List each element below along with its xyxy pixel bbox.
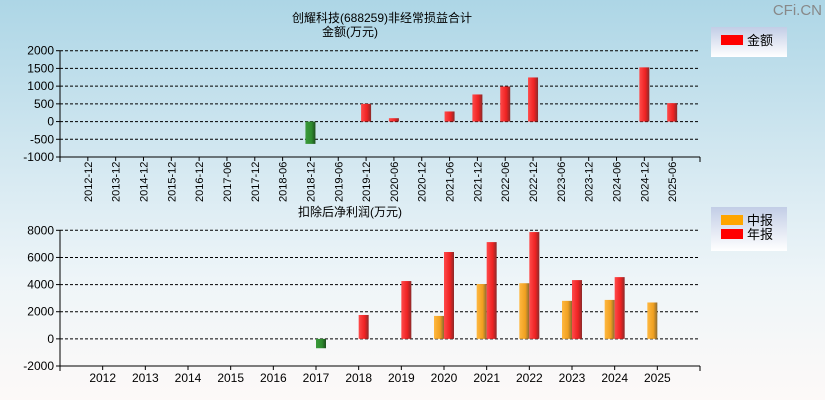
bar [305,121,316,144]
x-tick-label: 2017-12 [250,162,262,202]
x-tick-label: 2015-12 [166,162,178,202]
x-tick-label: 2021 [473,371,500,385]
x-tick-label: 2018-06 [278,162,290,202]
bar [639,67,650,122]
x-tick-label: 2020-12 [417,162,429,202]
chart1: 2000 1500 1000 500 0 -500 -1000 2012-12 2013-12 2… [23,27,787,202]
x-tick-label: 2013 [132,371,159,385]
y-tick-label: -2000 [23,359,54,373]
bar [667,103,678,122]
x-tick-label: 2025 [644,371,671,385]
x-tick-label: 2025-06 [667,162,679,202]
x-tick-label: 2020-06 [389,162,401,202]
x-tick-label: 2023-06 [556,162,568,202]
bar [401,281,412,339]
legend-label: 金额 [747,33,773,48]
y-tick-label: -1000 [23,150,54,164]
legend-label: 中报 [747,213,773,228]
y-tick-label: 1000 [27,79,54,93]
y-tick-label: 4000 [27,278,54,292]
y-tick-label: -500 [30,132,54,146]
bar [472,94,483,122]
x-tick-label: 2018-12 [305,162,317,202]
bar [358,314,369,339]
x-tick-label: 2022-06 [500,162,512,202]
bar [519,283,530,339]
bar [444,111,455,122]
bar [316,338,326,349]
bar [476,284,487,339]
x-tick-label: 2018 [345,371,372,385]
x-tick-label: 2015 [217,371,244,385]
y-tick-label: 500 [34,97,54,111]
y-tick-label: 0 [47,332,54,346]
bar [361,103,372,122]
x-tick-label: 2019-12 [361,162,373,202]
bar [529,232,540,339]
chart1-ylabel: 金额(万元) [322,24,378,39]
legend-swatch [721,35,743,45]
bar [444,252,454,339]
legend-swatch [721,215,743,225]
x-tick-label: 2023-12 [584,162,596,202]
chart2-title: 扣除后净利润(万元) [298,204,402,219]
x-tick-label: 2016-12 [194,162,206,202]
x-tick-label: 2014 [175,371,202,385]
x-tick-label: 2022-12 [528,162,540,202]
chart1-title: 创耀科技(688259)非经常损益合计 [292,10,472,25]
bar [647,302,658,339]
watermark: CFi.CN [773,2,822,19]
bar [388,118,399,122]
x-tick-label: 2022 [516,371,543,385]
legend-label: 年报 [747,227,773,242]
x-tick-label: 2021-06 [445,162,457,202]
y-tick-label: 2000 [27,305,54,319]
x-tick-label: 2012-12 [83,162,95,202]
bar [528,77,539,122]
x-tick-label: 2019-06 [333,162,345,202]
x-tick-label: 2017-06 [222,162,234,202]
x-tick-label: 2024-12 [639,162,651,202]
bar [614,277,625,339]
legend-swatch [721,229,743,239]
x-tick-label: 2012 [89,371,116,385]
y-tick-label: 2000 [27,44,54,58]
y-tick-label: 6000 [27,250,54,264]
x-tick-label: 2024-06 [612,162,624,202]
x-tick-label: 2017 [303,371,330,385]
x-tick-label: 2016 [260,371,287,385]
chart2: 8000 6000 4000 2000 0 -2000 2012 2013 2014 2015 20… [23,207,787,385]
x-tick-label: 2023 [559,371,586,385]
x-tick-label: 2024 [601,371,628,385]
x-tick-label: 2019 [388,371,415,385]
x-tick-label: 2014-12 [138,162,150,202]
bar [434,315,444,339]
y-tick-label: 0 [47,115,54,129]
bar [562,300,572,339]
x-tick-label: 2013-12 [111,162,123,202]
y-tick-label: 1500 [27,61,54,75]
x-tick-label: 2021-12 [472,162,484,202]
bar [604,299,615,339]
bar [500,86,511,122]
bar [486,242,497,339]
y-tick-label: 8000 [27,223,54,237]
bar [572,280,582,339]
x-tick-label: 2020 [431,371,458,385]
